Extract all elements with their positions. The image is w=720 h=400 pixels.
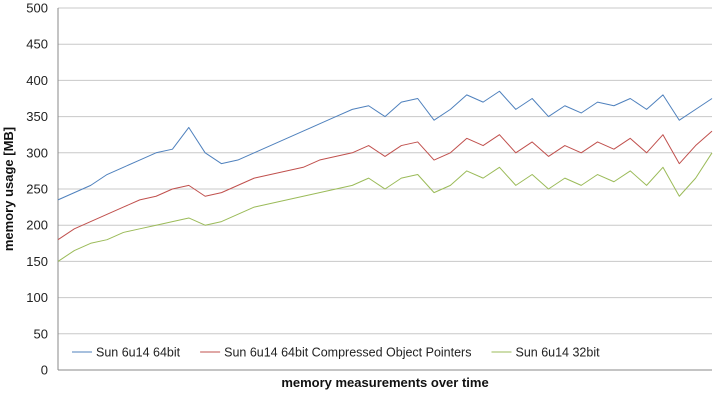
y-tick-label: 100: [26, 290, 48, 305]
y-tick-label: 400: [26, 73, 48, 88]
x-axis-title: memory measurements over time: [281, 375, 488, 390]
y-tick-label: 150: [26, 254, 48, 269]
y-tick-label: 250: [26, 182, 48, 197]
y-tick-label: 300: [26, 145, 48, 160]
y-tick-label: 200: [26, 218, 48, 233]
legend: Sun 6u14 64bit Sun 6u14 64bit Compressed …: [72, 346, 600, 360]
series-line-2: [57, 130, 713, 241]
legend-label-2: Sun 6u14 64bit Compressed Object Pointer…: [224, 346, 471, 360]
y-tick-label: 500: [26, 1, 48, 16]
y-axis-tick-labels: 0 50 100 150 200 250 300 350 400 450 500: [26, 1, 48, 378]
series-line-3: [57, 152, 713, 262]
series-lines: [57, 90, 713, 262]
legend-label-1: Sun 6u14 64bit: [96, 346, 181, 360]
y-tick-label: 0: [41, 363, 48, 378]
legend-label-3: Sun 6u14 32bit: [515, 346, 600, 360]
y-axis-title: memory usage [MB]: [1, 127, 16, 251]
series-line-1: [57, 90, 713, 201]
y-tick-label: 450: [26, 37, 48, 52]
y-tick-label: 50: [34, 326, 48, 341]
y-tick-label: 350: [26, 109, 48, 124]
